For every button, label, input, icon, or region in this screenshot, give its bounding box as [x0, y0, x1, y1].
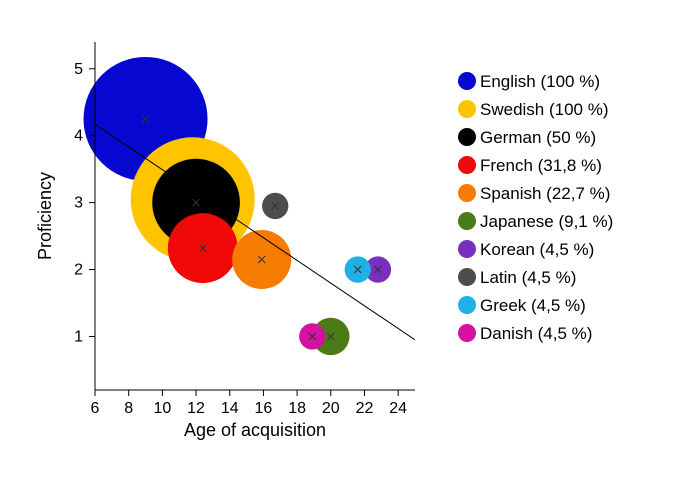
x-tick-label: 22	[356, 400, 374, 417]
x-tick-label: 6	[91, 400, 100, 417]
x-axis-title: Age of acquisition	[184, 420, 326, 440]
x-tick-label: 16	[255, 400, 273, 417]
y-tick-label: 4	[74, 128, 83, 145]
legend-label: French (31,8 %)	[480, 157, 602, 174]
x-tick-label: 12	[187, 400, 205, 417]
legend-item-english: English (100 %)	[458, 72, 613, 90]
legend-label: Korean (4,5 %)	[480, 241, 594, 258]
legend-dot-icon	[458, 296, 476, 314]
x-tick-label: 8	[124, 400, 133, 417]
legend-item-greek: Greek (4,5 %)	[458, 296, 613, 314]
bubble-danish	[299, 323, 325, 349]
bubble-spanish	[232, 230, 291, 289]
legend-item-swedish: Swedish (100 %)	[458, 100, 613, 118]
bubble-greek	[345, 256, 371, 282]
bubble-latin	[262, 193, 288, 219]
legend-dot-icon	[458, 212, 476, 230]
legend-dot-icon	[458, 100, 476, 118]
legend: English (100 %) Swedish (100 %) German (50…	[458, 72, 613, 352]
x-tick-label: 14	[221, 400, 239, 417]
legend-dot-icon	[458, 324, 476, 342]
chart-container: 68101214161820222412345Age of acquisitio…	[0, 0, 680, 500]
x-tick-label: 10	[153, 400, 171, 417]
legend-item-danish: Danish (4,5 %)	[458, 324, 613, 342]
y-axis-title: Proficiency	[35, 172, 55, 260]
legend-label: Swedish (100 %)	[480, 101, 609, 118]
legend-item-korean: Korean (4,5 %)	[458, 240, 613, 258]
legend-label: German (50 %)	[480, 129, 596, 146]
legend-dot-icon	[458, 128, 476, 146]
y-tick-label: 5	[74, 61, 83, 78]
legend-dot-icon	[458, 72, 476, 90]
legend-item-latin: Latin (4,5 %)	[458, 268, 613, 286]
legend-dot-icon	[458, 184, 476, 202]
x-tick-label: 18	[288, 400, 306, 417]
legend-label: Greek (4,5 %)	[480, 297, 586, 314]
legend-dot-icon	[458, 156, 476, 174]
legend-label: Danish (4,5 %)	[480, 325, 592, 342]
legend-label: Japanese (9,1 %)	[480, 213, 613, 230]
legend-label: Latin (4,5 %)	[480, 269, 576, 286]
bubble-french	[168, 213, 238, 283]
legend-dot-icon	[458, 240, 476, 258]
x-tick-label: 20	[322, 400, 340, 417]
legend-item-german: German (50 %)	[458, 128, 613, 146]
legend-item-french: French (31,8 %)	[458, 156, 613, 174]
y-tick-label: 2	[74, 262, 83, 279]
legend-dot-icon	[458, 268, 476, 286]
legend-label: English (100 %)	[480, 73, 600, 90]
legend-label: Spanish (22,7 %)	[480, 185, 610, 202]
legend-item-japanese: Japanese (9,1 %)	[458, 212, 613, 230]
x-tick-label: 24	[389, 400, 407, 417]
y-tick-label: 1	[74, 328, 83, 345]
legend-item-spanish: Spanish (22,7 %)	[458, 184, 613, 202]
y-tick-label: 3	[74, 195, 83, 212]
